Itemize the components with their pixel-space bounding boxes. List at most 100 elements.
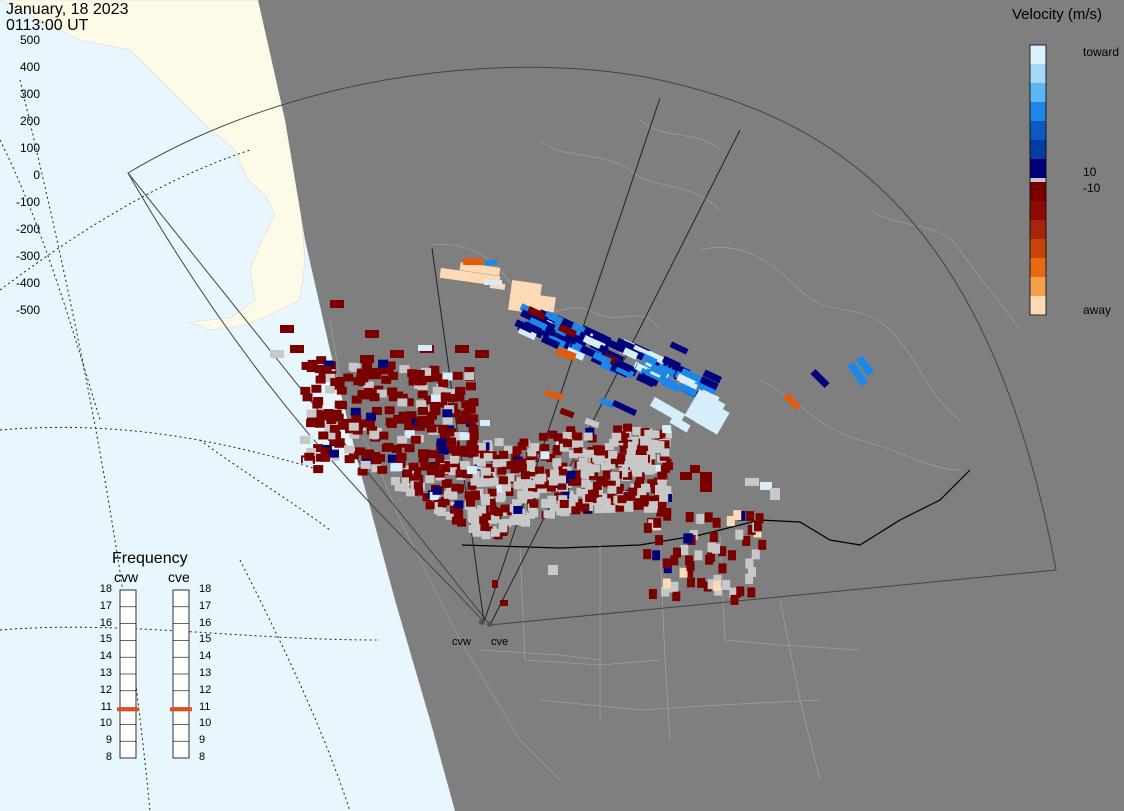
graticule — [0, 79, 381, 811]
velocity-cell — [307, 359, 318, 368]
velocity-cell — [280, 325, 294, 333]
velocity-cell — [528, 317, 548, 332]
frequency-tick: 11 — [100, 700, 112, 713]
velocity-cell — [414, 474, 424, 483]
frequency-tick: 10 — [99, 717, 112, 730]
velocity-cell — [442, 372, 453, 381]
velocity-cell — [421, 449, 432, 458]
frequency-tick: 9 — [105, 734, 112, 747]
velocity-cell — [270, 350, 284, 358]
velocity-cell — [367, 426, 378, 435]
frequency-tick: 8 — [199, 751, 206, 763]
velocity-cell — [544, 389, 564, 401]
velocity-cell — [498, 524, 508, 533]
velocity-cell — [467, 491, 477, 500]
velocity-cell — [702, 369, 722, 384]
velocity-cell — [660, 448, 670, 457]
velocity-cell — [623, 439, 633, 448]
velocity-cell — [729, 587, 738, 598]
velocity-cell — [613, 425, 623, 434]
velocity-cell — [755, 513, 764, 524]
velocity-cell — [387, 387, 398, 396]
velocity-cell — [302, 457, 313, 466]
velocity-cell — [459, 262, 501, 276]
velocity-cell — [449, 455, 459, 464]
velocity-cell — [660, 440, 670, 449]
velocity-cell — [481, 512, 491, 521]
velocity-cell — [428, 450, 439, 459]
velocity-cell — [468, 431, 479, 440]
velocity-cell — [733, 510, 742, 521]
velocity-cell — [669, 341, 689, 355]
velocity-cell — [325, 373, 336, 382]
velocity-cell — [360, 460, 371, 469]
velocity-cell — [616, 430, 626, 439]
velocity-cell — [351, 395, 362, 404]
velocity-cell — [397, 435, 408, 444]
velocity-cell — [566, 501, 576, 510]
velocity-cell — [643, 549, 652, 560]
velocity-cell — [680, 368, 701, 383]
velocity-cell — [493, 508, 503, 517]
velocity-cell — [300, 386, 311, 395]
colorbar-tick: -100 — [15, 195, 40, 209]
velocity-cell — [662, 486, 672, 495]
velocity-cell — [641, 483, 651, 492]
velocity-cell — [301, 361, 312, 370]
colorbar-tick: -500 — [15, 303, 40, 317]
frequency-marker — [117, 707, 139, 712]
velocity-cell — [580, 503, 590, 512]
velocity-cell — [648, 519, 657, 530]
velocity-cell — [558, 468, 568, 477]
velocity-cell — [656, 429, 666, 438]
velocity-cell — [606, 460, 616, 469]
frequency-tick: 9 — [199, 734, 206, 747]
velocity-cell — [477, 505, 487, 514]
velocity-cell — [549, 469, 559, 478]
velocity-cell — [306, 448, 317, 457]
velocity-cell — [410, 435, 421, 444]
velocity-colorbar — [1029, 44, 1047, 316]
velocity-cell — [329, 424, 340, 433]
velocity-cell — [661, 355, 682, 370]
velocity-cell — [650, 430, 660, 439]
velocity-cell — [526, 306, 547, 320]
velocity-cell — [606, 480, 616, 489]
frequency-tick: 15 — [199, 633, 212, 646]
velocity-cell — [601, 462, 611, 471]
velocity-cell — [330, 300, 344, 308]
velocity-cell — [312, 409, 323, 418]
velocity-cell — [696, 513, 705, 524]
velocity-cell — [475, 509, 485, 518]
velocity-cell — [629, 436, 639, 445]
velocity-cell — [559, 499, 569, 508]
velocity-cell — [334, 381, 345, 390]
velocity-cell — [659, 493, 669, 502]
velocity-cell — [502, 483, 512, 492]
velocity-cell — [369, 430, 380, 439]
velocity-cell — [468, 398, 479, 407]
velocity-cell — [625, 454, 635, 463]
velocity-cell — [485, 260, 497, 265]
velocity-cell — [325, 431, 336, 440]
velocity-cell — [476, 458, 486, 467]
velocity-cell — [306, 364, 317, 373]
velocity-cell — [441, 479, 451, 488]
velocity-cell — [585, 427, 595, 436]
velocity-cell — [657, 374, 678, 389]
velocity-cell — [446, 428, 457, 437]
velocity-cell — [518, 490, 528, 499]
velocity-cell — [610, 456, 620, 465]
velocity-cell — [536, 480, 546, 489]
velocity-cell — [540, 444, 550, 453]
radar-site-cve — [487, 621, 493, 627]
velocity-cell — [574, 439, 584, 448]
velocity-cell — [435, 454, 445, 463]
velocity-cell — [686, 561, 695, 572]
velocity-cell — [758, 539, 767, 550]
velocity-cell — [434, 469, 445, 478]
velocity-cell — [454, 432, 465, 441]
velocity-cell — [344, 455, 355, 464]
velocity-cell — [414, 487, 424, 496]
